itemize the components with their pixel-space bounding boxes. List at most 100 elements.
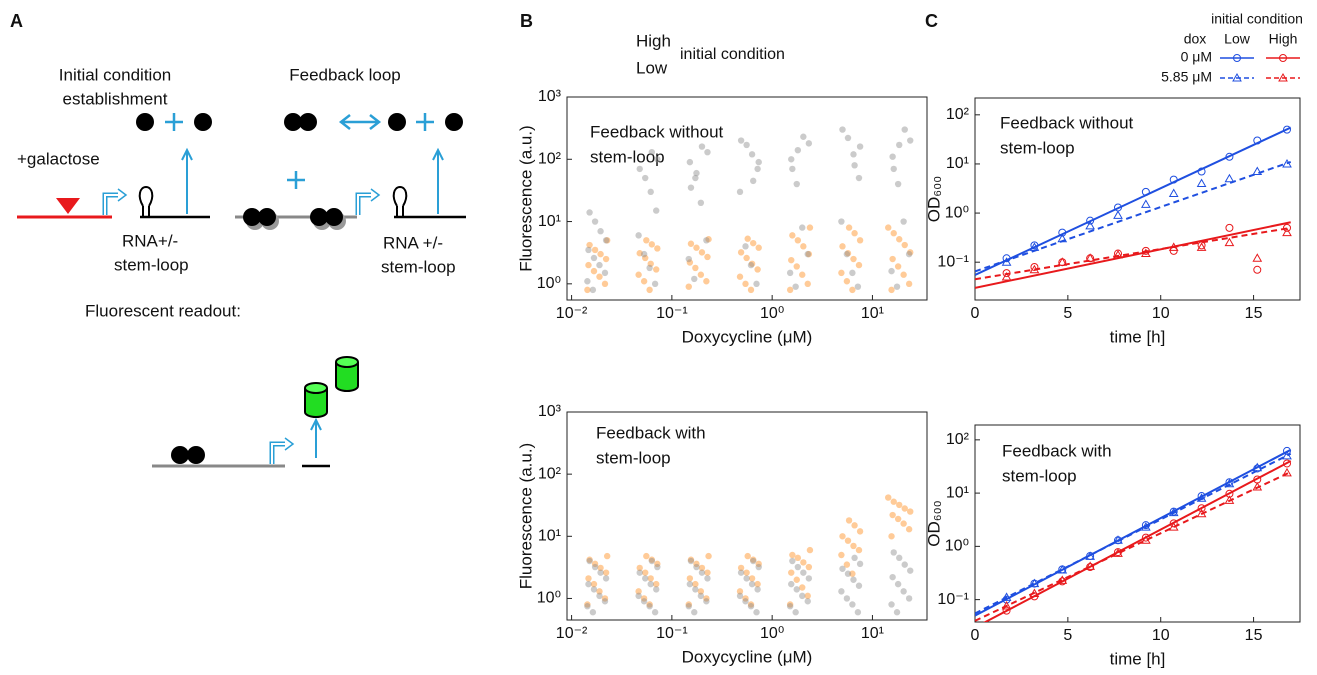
protein xyxy=(258,208,276,226)
annotation: stem-loop xyxy=(590,147,665,166)
point xyxy=(800,569,807,576)
point xyxy=(590,267,598,275)
point xyxy=(596,273,603,280)
bent-arrow xyxy=(357,194,373,215)
marker xyxy=(1253,136,1262,145)
point xyxy=(647,188,654,196)
point xyxy=(890,549,897,556)
point xyxy=(849,601,856,608)
point xyxy=(654,563,661,571)
point xyxy=(585,261,592,269)
y-tick-label: 10¹ xyxy=(538,213,561,230)
marker xyxy=(1029,242,1040,251)
point xyxy=(844,250,852,257)
point xyxy=(737,137,745,144)
point xyxy=(845,517,853,524)
y-axis-label: Fluorescence (a.u.) xyxy=(516,125,535,271)
marker xyxy=(1029,588,1040,598)
point xyxy=(805,563,813,571)
marker xyxy=(1113,210,1123,219)
plus xyxy=(287,171,305,189)
marker xyxy=(1282,158,1292,168)
legend-title: initial condition xyxy=(1211,11,1303,27)
point xyxy=(589,286,597,294)
marker xyxy=(1252,482,1263,491)
annotation: stem-loop xyxy=(596,448,671,467)
marker xyxy=(1057,257,1068,266)
point xyxy=(788,156,795,163)
protein xyxy=(171,446,189,464)
x-tick-label: 10⁰ xyxy=(760,305,784,322)
point xyxy=(792,283,799,290)
point xyxy=(653,586,660,593)
point xyxy=(742,598,749,605)
marker xyxy=(1057,233,1068,243)
point xyxy=(747,261,755,269)
point xyxy=(693,563,700,571)
point xyxy=(653,266,660,273)
x-tick-label: 10 xyxy=(1152,305,1170,322)
point xyxy=(643,237,650,244)
point xyxy=(805,250,813,258)
point xyxy=(640,250,648,258)
point xyxy=(843,561,851,568)
point xyxy=(685,255,692,263)
point xyxy=(838,218,845,225)
bent-arrow xyxy=(117,188,128,202)
point xyxy=(603,237,611,244)
point xyxy=(786,603,794,610)
point xyxy=(647,575,654,582)
point xyxy=(586,209,593,216)
x-tick-label: 5 xyxy=(1063,305,1072,322)
plus xyxy=(165,113,183,131)
marker xyxy=(1113,535,1123,544)
point xyxy=(736,273,744,280)
fit-line xyxy=(975,226,1291,281)
marker xyxy=(1196,178,1207,187)
point xyxy=(893,609,901,616)
point xyxy=(692,580,699,588)
point xyxy=(737,564,745,572)
point xyxy=(890,498,897,505)
legend-label: Low xyxy=(636,58,668,77)
point xyxy=(584,601,591,608)
fit-line xyxy=(975,221,1291,289)
point xyxy=(805,140,813,147)
point xyxy=(601,269,609,277)
point xyxy=(687,556,695,563)
point xyxy=(747,603,755,610)
legend-marker xyxy=(1233,54,1241,62)
point xyxy=(642,254,649,262)
marker xyxy=(1113,548,1123,557)
point xyxy=(704,569,711,576)
fit-line xyxy=(975,452,1292,615)
arrow xyxy=(432,147,444,214)
marker xyxy=(1252,253,1263,262)
marker xyxy=(1252,166,1263,176)
marker xyxy=(1282,450,1292,460)
point xyxy=(896,501,903,509)
point xyxy=(856,143,864,150)
point xyxy=(697,588,705,595)
point xyxy=(584,286,591,294)
marker xyxy=(1086,216,1095,225)
chart: 10⁻² 10⁻¹ 10⁰ 10¹ 10⁰ 10¹ 10² 10³ Doxycycline (μ… xyxy=(516,31,928,346)
point xyxy=(844,570,852,577)
panel-label: A xyxy=(10,11,23,31)
y-axis-label: OD₆₀₀ xyxy=(924,500,943,546)
x-tick-label: 10¹ xyxy=(861,305,884,322)
point xyxy=(794,237,802,244)
point xyxy=(786,269,794,277)
point xyxy=(591,563,599,571)
protein xyxy=(284,113,302,131)
annotation: Feedback with xyxy=(596,423,706,442)
point xyxy=(654,245,661,252)
point xyxy=(838,588,845,595)
point xyxy=(855,261,863,269)
marker xyxy=(1140,535,1151,544)
point xyxy=(849,570,856,577)
point xyxy=(685,603,692,610)
point xyxy=(748,151,756,158)
marker xyxy=(1001,592,1012,601)
point xyxy=(647,580,654,588)
